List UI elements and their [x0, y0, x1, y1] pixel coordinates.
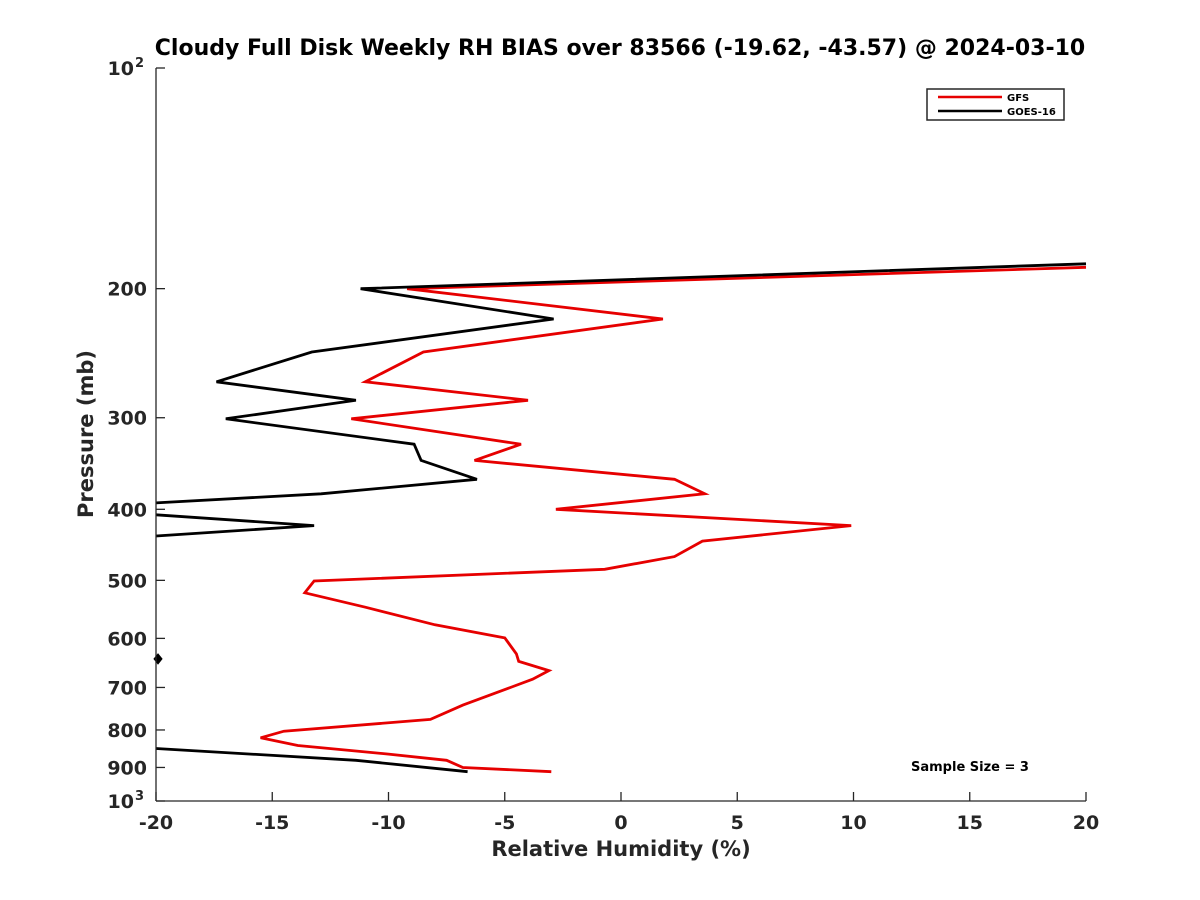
y-tick-label: 10 — [108, 791, 134, 813]
x-ticks: -20 -15 -10 -5 0 5 10 15 20 — [139, 792, 1099, 834]
legend-label-goes-16: GOES-16 — [1007, 107, 1056, 118]
series-line-goes-16 — [155, 262, 1087, 505]
y-tick-label: 400 — [107, 499, 147, 521]
x-tick-label: -10 — [371, 812, 405, 834]
sample-size-annotation: Sample Size = 3 — [911, 760, 1029, 775]
y-tick-label: 200 — [107, 279, 147, 301]
plot-area — [153, 262, 1087, 774]
x-tick-label: 15 — [957, 812, 983, 834]
x-axis-label: Relative Humidity (%) — [491, 837, 750, 861]
legend: GFS GOES-16 — [926, 88, 1065, 121]
x-tick-label: 0 — [614, 812, 627, 834]
y-tick-exponent: 2 — [135, 56, 144, 71]
x-tick-label: -15 — [255, 812, 289, 834]
x-tick-label: 20 — [1073, 812, 1099, 834]
series-line-gfs — [260, 265, 1087, 774]
y-tick-exponent: 3 — [135, 789, 144, 804]
y-axis-label: Pressure (mb) — [74, 350, 98, 518]
x-tick-label: -5 — [494, 812, 515, 834]
y-tick-label: 700 — [107, 677, 147, 699]
x-tick-label: 5 — [731, 812, 744, 834]
chart-title: Cloudy Full Disk Weekly RH BIAS over 835… — [155, 36, 1085, 61]
y-tick-label: 300 — [107, 408, 147, 430]
x-tick-label: 10 — [840, 812, 866, 834]
y-tick-label: 600 — [107, 628, 147, 650]
legend-box — [926, 88, 1065, 121]
y-tick-label: 900 — [107, 757, 147, 779]
legend-label-gfs: GFS — [1007, 93, 1029, 104]
y-tick-label: 10 — [108, 58, 134, 80]
series-line-goes-16 — [155, 747, 468, 774]
series-line-goes-16 — [155, 513, 315, 538]
y-tick-label: 500 — [107, 570, 147, 592]
y-tick-label: 800 — [107, 720, 147, 742]
x-tick-label: -20 — [139, 812, 173, 834]
